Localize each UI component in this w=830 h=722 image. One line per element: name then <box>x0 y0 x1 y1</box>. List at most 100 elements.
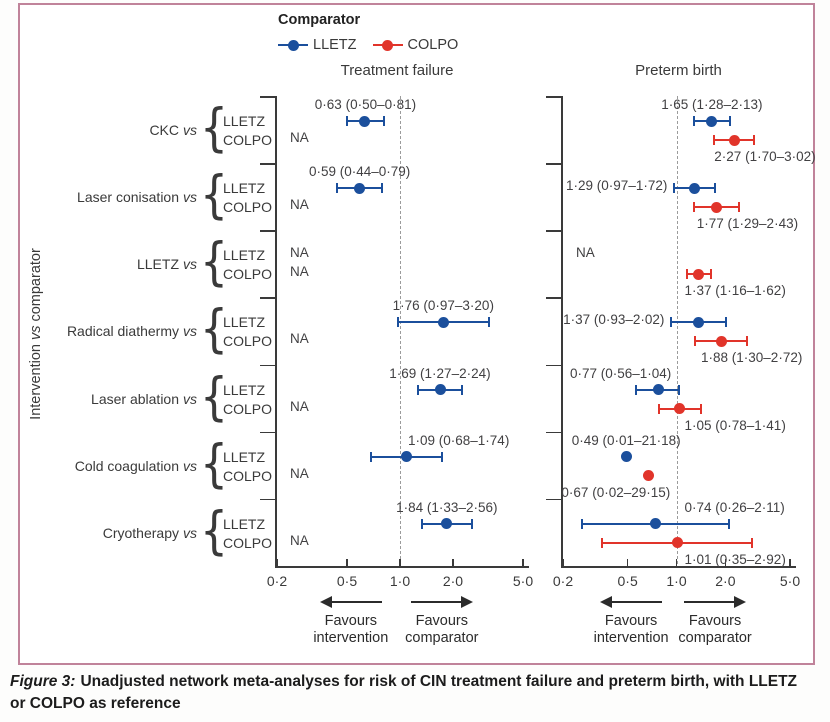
group-bracket-tick <box>260 297 276 300</box>
favours-intervention-arrowhead-icon <box>600 596 613 608</box>
point-estimate-marker <box>359 115 371 127</box>
x-axis-tick-label: 5·0 <box>512 573 534 589</box>
favours-intervention-text: Favours <box>324 613 377 629</box>
ci-cap <box>725 317 728 328</box>
legend-title: Comparator <box>278 12 361 28</box>
na-label: NA <box>290 532 309 548</box>
ci-cap <box>746 336 749 347</box>
point-estimate-marker <box>649 518 661 530</box>
x-axis-tick <box>789 559 791 566</box>
point-estimate-marker <box>620 451 632 463</box>
y-axis-label-pre: Intervention <box>28 344 44 420</box>
legend-item-label: COLPO <box>407 37 459 53</box>
group-bracket-tick <box>546 297 562 300</box>
ci-cap <box>693 202 696 213</box>
panel-axis-bracket <box>561 96 563 566</box>
x-axis-tick <box>626 559 629 566</box>
brace-icon: { <box>200 232 228 293</box>
group-name: Cryotherapy <box>102 524 179 541</box>
na-label: NA <box>576 245 595 261</box>
group-bracket-tick <box>260 431 276 434</box>
group-name-vs: vs <box>183 189 197 206</box>
estimate-label: 1·37 (1·16–1·62) <box>684 283 786 299</box>
comparator-row-label: LLETZ <box>223 314 266 331</box>
ci-cap <box>417 384 420 395</box>
group-name: Radical diathermy <box>66 323 179 340</box>
estimate-label: 0·67 (0·02–29·15) <box>561 484 671 500</box>
estimate-label: 1·05 (0·78–1·41) <box>684 417 786 433</box>
point-estimate-marker <box>688 182 700 194</box>
forest-group-label: Laser conisation vs <box>18 189 197 205</box>
point-estimate-marker <box>652 384 664 396</box>
favours-comparator-text: Favours <box>688 613 742 629</box>
estimate-label: 1·65 (1·28–2·13) <box>661 97 763 112</box>
legend-item-lletz: LLETZ <box>278 37 357 53</box>
comparator-row-label: LLETZ <box>223 448 266 465</box>
forest-group-label: Radical diathermy vs <box>18 323 197 339</box>
group-name-vs: vs <box>183 457 197 474</box>
ci-cap <box>678 384 681 395</box>
point-estimate-marker <box>715 335 727 347</box>
point-estimate-marker <box>437 316 449 328</box>
favours-comparator-text: comparator <box>405 630 479 646</box>
ci-cap <box>685 269 688 280</box>
x-axis-tick <box>724 559 727 566</box>
x-axis-tick <box>399 559 401 566</box>
x-axis-tick-label: 1·0 <box>666 573 687 589</box>
forest-group-label: Laser ablation vs <box>18 391 197 407</box>
group-name: Cold coagulation <box>74 457 179 474</box>
comparator-row-label: COLPO <box>223 534 273 551</box>
group-name-vs: vs <box>183 122 197 138</box>
figure-frame <box>18 3 815 665</box>
brace-icon: { <box>200 98 228 159</box>
x-axis-tick <box>276 559 278 566</box>
comparator-row-label: LLETZ <box>223 381 266 398</box>
forest-group-label: CKC vs <box>18 122 197 138</box>
favours-intervention-text: intervention <box>313 630 389 646</box>
point-estimate-marker <box>671 537 683 549</box>
ci-cap <box>380 183 383 194</box>
caption-figure-number: Figure 3: <box>10 673 76 690</box>
forest-group-label: Cryotherapy vs <box>18 525 197 541</box>
colpo-marker-icon <box>372 39 403 51</box>
comparator-row-label: LLETZ <box>223 180 266 197</box>
point-estimate-marker <box>441 518 453 530</box>
favours-comparator-arrowhead-icon <box>460 596 473 608</box>
reference-line <box>400 96 401 564</box>
ci-cap <box>699 403 702 414</box>
ci-cap <box>657 403 660 414</box>
estimate-label: 0·49 (0·01–21·18) <box>571 432 681 448</box>
group-name-vs: vs <box>183 524 197 541</box>
group-bracket-tick <box>546 96 562 98</box>
ci-cap <box>369 451 372 462</box>
comparator-row-label: COLPO <box>223 266 273 283</box>
group-bracket-tick <box>546 431 562 434</box>
group-bracket-tick <box>546 364 562 367</box>
ci-cap <box>673 183 676 194</box>
point-estimate-marker <box>693 268 705 280</box>
favours-comparator-text: comparator <box>678 630 752 646</box>
group-bracket-tick <box>260 96 276 98</box>
favours-comparator-text: Favours <box>415 613 469 629</box>
brace-icon: { <box>200 366 228 428</box>
estimate-label: 1·84 (1·33–2·56) <box>396 499 498 515</box>
legend: Comparator LLETZ COLPO <box>278 12 458 53</box>
favours-intervention-arrow-icon <box>331 601 382 603</box>
lletz-marker-icon <box>278 39 308 51</box>
group-name: CKC <box>149 122 179 138</box>
figure-caption: Figure 3: Unadjusted network meta-analyse… <box>10 671 816 715</box>
ci-cap <box>709 269 712 280</box>
comparator-row-label: COLPO <box>223 132 273 148</box>
x-axis-tick-label: 5·0 <box>779 573 801 589</box>
favours-intervention-arrow-icon <box>612 601 663 603</box>
ci-cap <box>336 183 339 194</box>
na-label: NA <box>290 398 309 414</box>
comparator-row-label: LLETZ <box>223 113 266 129</box>
na-label: NA <box>290 130 309 145</box>
group-bracket-tick <box>260 230 276 232</box>
caption-text: Unadjusted network meta-analyses for ris… <box>10 673 798 712</box>
x-axis-tick <box>346 559 348 566</box>
group-name: LLETZ <box>136 256 179 273</box>
group-bracket-tick <box>546 498 562 501</box>
